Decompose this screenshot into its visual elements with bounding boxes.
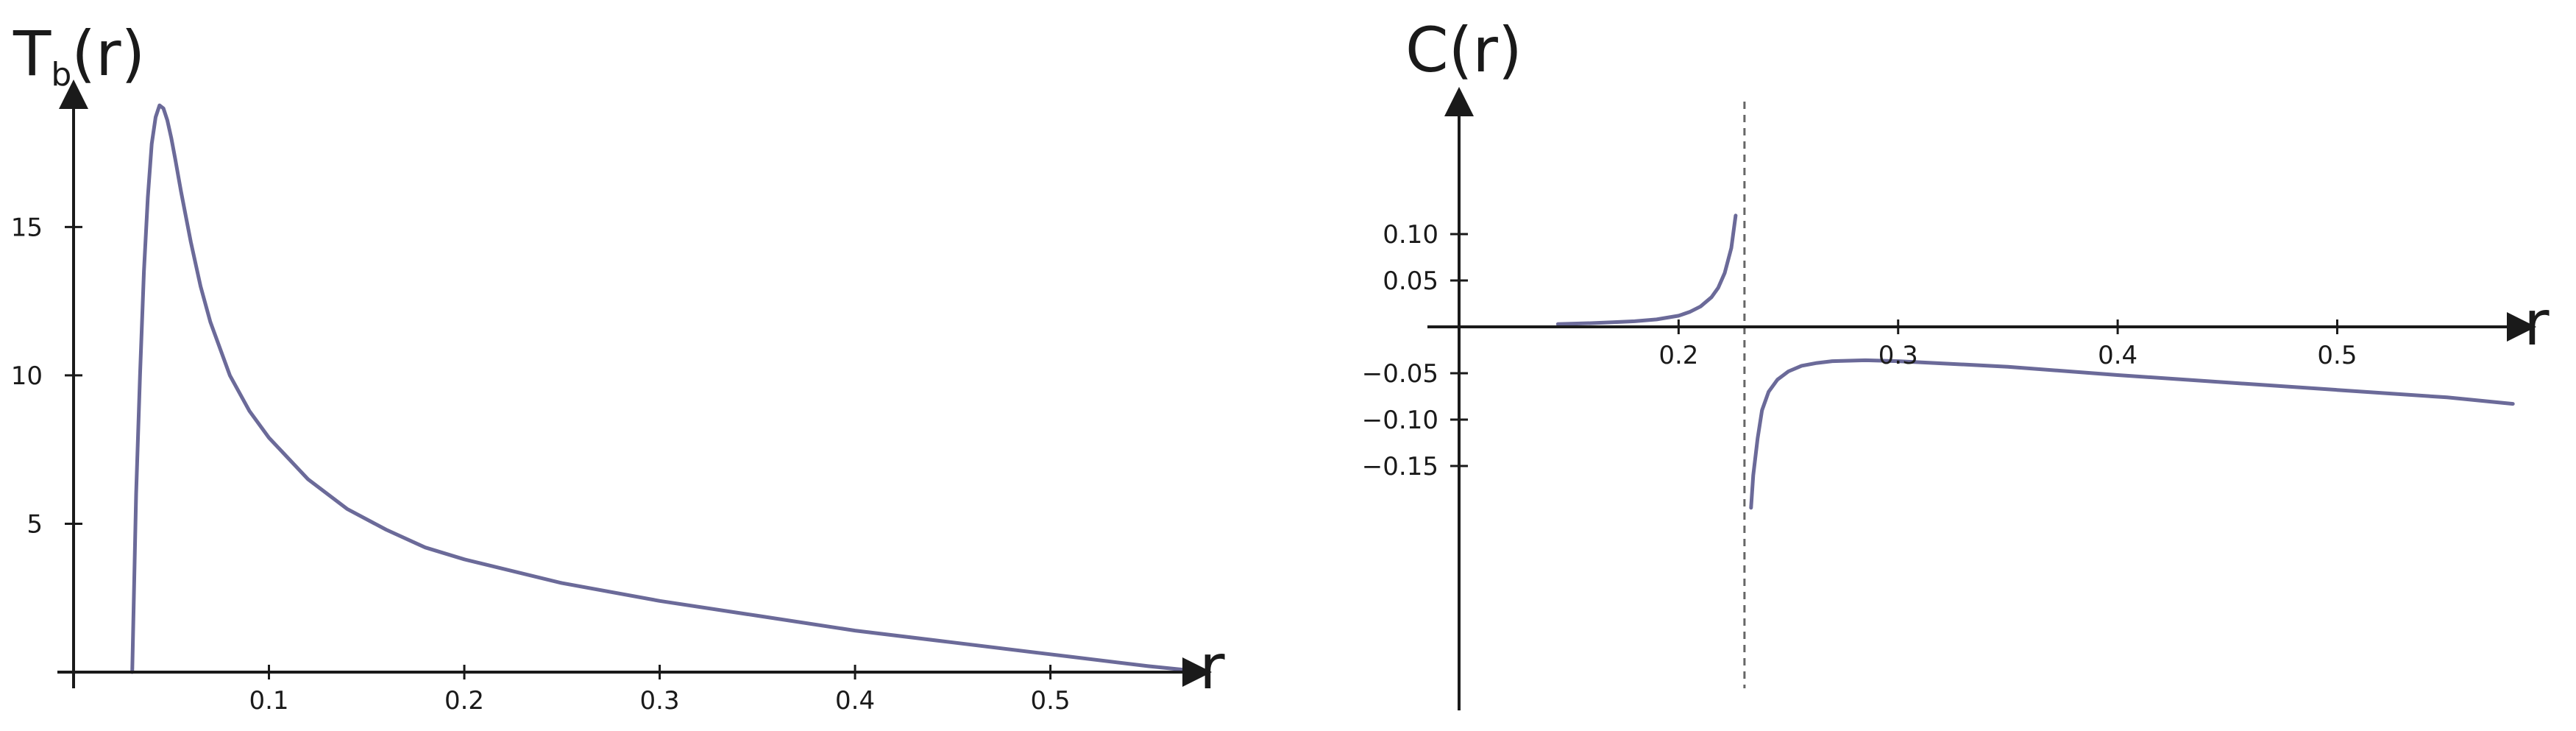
tb-y-axis-title-tail: (r): [71, 18, 145, 90]
c-x-axis-title: r: [2524, 287, 2550, 359]
tb-y-axis-title: Tb(r): [13, 18, 145, 93]
tb-x-tick-label: 0.5: [1031, 686, 1071, 716]
c-y-axis-title: C(r): [1405, 14, 1522, 86]
c-y-ticks: 0.10 0.05 −0.05 −0.10 −0.15: [1362, 220, 1468, 481]
c-y-tick-label: −0.10: [1362, 406, 1438, 435]
c-chart: 0.2 0.3 0.4 0.5 0.10 0.05 −0.05 −0.10 −0.15 C(r…: [1362, 14, 2550, 710]
c-y-tick-label: −0.05: [1362, 359, 1438, 389]
c-x-tick-label: 0.2: [1658, 341, 1698, 370]
tb-x-tick-label: 0.3: [640, 686, 680, 716]
tb-x-tick-label: 0.2: [444, 686, 484, 716]
c-x-tick-label: 0.5: [2317, 341, 2357, 370]
c-y-tick-label: 0.10: [1383, 220, 1438, 250]
tb-y-tick-label: 15: [11, 213, 43, 242]
c-y-tick-label: −0.15: [1362, 452, 1438, 481]
tb-chart: 0.1 0.2 0.3 0.4 0.5 5 10 15 Tb(r) r: [11, 18, 1225, 716]
tb-x-tick-label: 0.4: [835, 686, 875, 716]
c-series-line-0: [1555, 213, 1738, 326]
tb-y-tick-label: 5: [26, 509, 43, 539]
tb-y-axis-title-subscript: b: [51, 56, 71, 93]
tb-y-axis-title-main: T: [13, 18, 52, 90]
tb-curve-layer: [130, 103, 1209, 674]
c-x-tick-label: 0.3: [1878, 341, 1918, 370]
tb-x-ticks: 0.1 0.2 0.3 0.4 0.5: [249, 665, 1071, 716]
tb-x-axis-title: r: [1199, 631, 1225, 703]
tb-y-tick-label: 10: [11, 361, 43, 391]
c-y-tick-label: 0.05: [1383, 266, 1438, 296]
c-x-ticks: 0.2 0.3 0.4 0.5: [1658, 319, 2357, 370]
tb-y-ticks: 5 10 15: [11, 213, 82, 539]
tb-series-line-0: [130, 103, 1209, 674]
tb-x-tick-label: 0.1: [249, 686, 288, 716]
c-series-line-1: [1749, 358, 2515, 510]
c-curve-layer: [1555, 213, 2515, 510]
c-x-tick-label: 0.4: [2098, 341, 2137, 370]
